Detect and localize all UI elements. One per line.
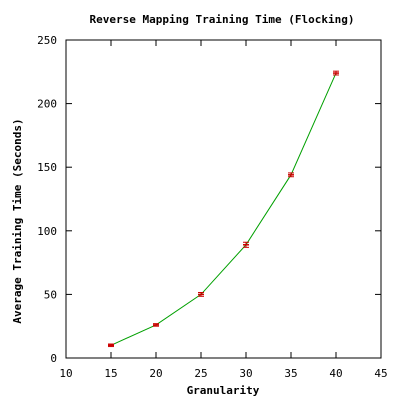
x-tick-label: 20 (149, 367, 162, 380)
y-tick-label: 100 (37, 225, 57, 238)
x-tick-label: 45 (374, 367, 387, 380)
data-point (153, 324, 159, 327)
x-tick-label: 25 (194, 367, 207, 380)
y-tick-label: 200 (37, 98, 57, 111)
y-tick-label: 250 (37, 34, 57, 47)
series-line (111, 73, 336, 345)
x-tick-label: 10 (59, 367, 72, 380)
x-axis-label: Granularity (187, 384, 260, 397)
x-axis: 10 15 20 25 30 35 40 45 (59, 40, 387, 380)
x-tick-label: 40 (329, 367, 342, 380)
y-tick-label: 150 (37, 161, 57, 174)
x-tick-label: 15 (104, 367, 117, 380)
x-tick-label: 35 (284, 367, 297, 380)
data-point (108, 344, 114, 347)
data-point (288, 173, 294, 177)
y-tick-label: 50 (44, 288, 57, 301)
x-tick-label: 30 (239, 367, 252, 380)
series-layer (108, 71, 339, 346)
y-axis-label: Average Training Time (Seconds) (11, 118, 24, 323)
plot-area-frame (66, 40, 381, 358)
y-axis: 0 50 100 150 200 250 (37, 34, 381, 365)
y-tick-label: 0 (50, 352, 57, 365)
chart-title: Reverse Mapping Training Time (Flocking) (90, 13, 355, 26)
data-point (333, 71, 339, 75)
